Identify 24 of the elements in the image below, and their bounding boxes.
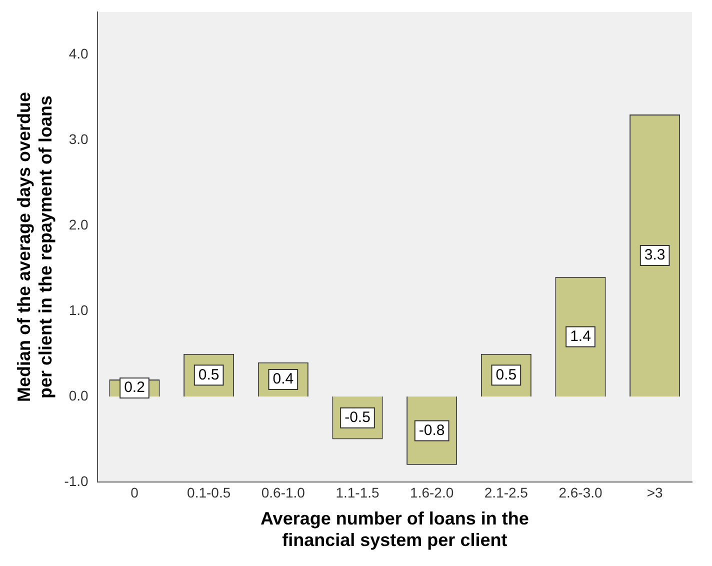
data-label: 0.5 — [198, 366, 220, 384]
x-tick-label: 1.6-2.0 — [410, 484, 454, 500]
data-label: 0.2 — [124, 379, 145, 396]
y-tick-label: 0.0 — [68, 387, 89, 404]
y-tick-label: 1.0 — [68, 302, 89, 318]
x-tick-label: 2.1-2.5 — [484, 484, 528, 500]
x-tick-label: 0 — [130, 484, 139, 500]
data-label: 0.4 — [272, 370, 294, 388]
y-axis-title: Median of the average days overdue per client in the repayment of loans — [14, 92, 56, 402]
data-label: -0.8 — [418, 422, 445, 439]
y-tick-label: 2.0 — [68, 216, 89, 232]
x-tick-label: 1.1-1.5 — [336, 484, 380, 500]
data-label: -0.5 — [344, 409, 370, 426]
y-tick-label: 4.0 — [68, 46, 89, 62]
x-tick-label: 0.6-1.0 — [261, 484, 306, 500]
x-tick-label: 0.1-0.5 — [187, 484, 231, 500]
data-label: 0.5 — [496, 366, 517, 384]
y-tick-label: 3.0 — [68, 131, 89, 148]
x-tick-label: 2.6-3.0 — [558, 484, 602, 500]
x-axis-title: Average number of loans in the financial system per client — [260, 508, 529, 550]
y-tick-label: -1.0 — [64, 472, 89, 489]
data-label: 1.4 — [570, 328, 591, 345]
data-label: 3.3 — [644, 246, 666, 264]
x-tick-label: >3 — [646, 484, 664, 500]
